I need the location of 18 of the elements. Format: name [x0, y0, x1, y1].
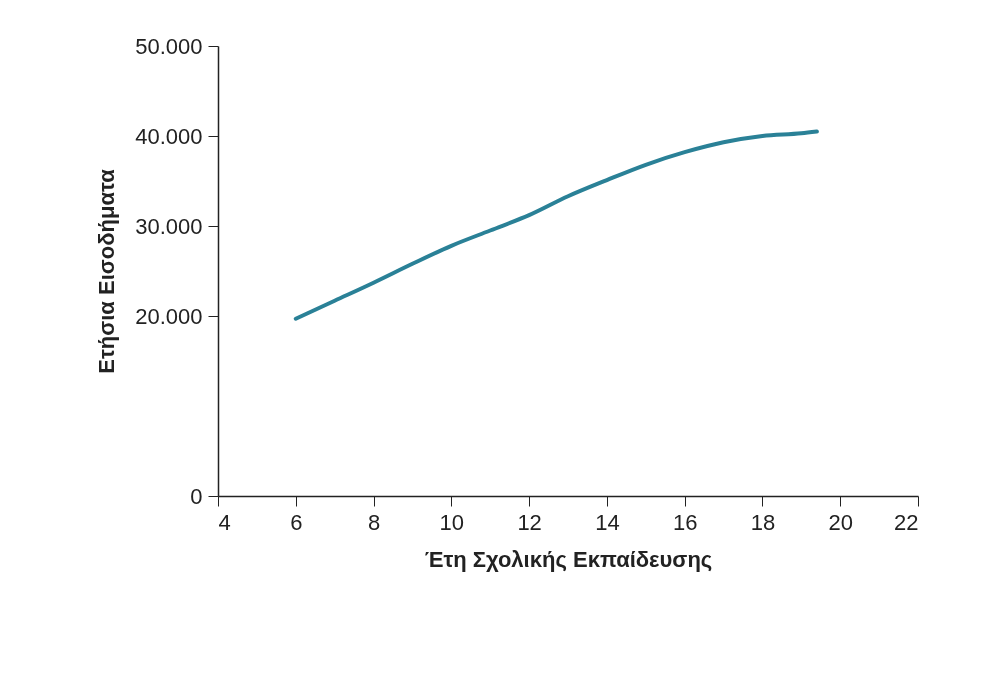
line-series	[293, 129, 819, 321]
x-tick-label: 8	[367, 509, 381, 535]
x-tick-label: 12	[517, 509, 542, 535]
x-tick-label: 10	[439, 509, 465, 535]
x-tick-label: 20	[828, 509, 853, 535]
y-tick-label: 40.000	[135, 123, 203, 149]
y-tick-label: 50.000	[135, 33, 203, 59]
y-axis-title: Ετήσια Εισοδήματα	[94, 168, 120, 374]
x-tick-label: 22	[894, 509, 919, 535]
y-tick-label: 30.000	[135, 213, 203, 239]
y-tick-label: 0	[190, 483, 203, 509]
y-tick-label: 20.000	[135, 303, 203, 329]
x-tick-label: 16	[672, 509, 698, 535]
x-tick-label: 4	[218, 509, 231, 535]
x-axis-title: Έτη Σχολικής Εκπαίδευσης	[424, 546, 713, 572]
x-tick-label: 6	[290, 509, 303, 535]
x-tick-label: 14	[595, 509, 620, 535]
x-tick-label: 18	[750, 509, 776, 535]
